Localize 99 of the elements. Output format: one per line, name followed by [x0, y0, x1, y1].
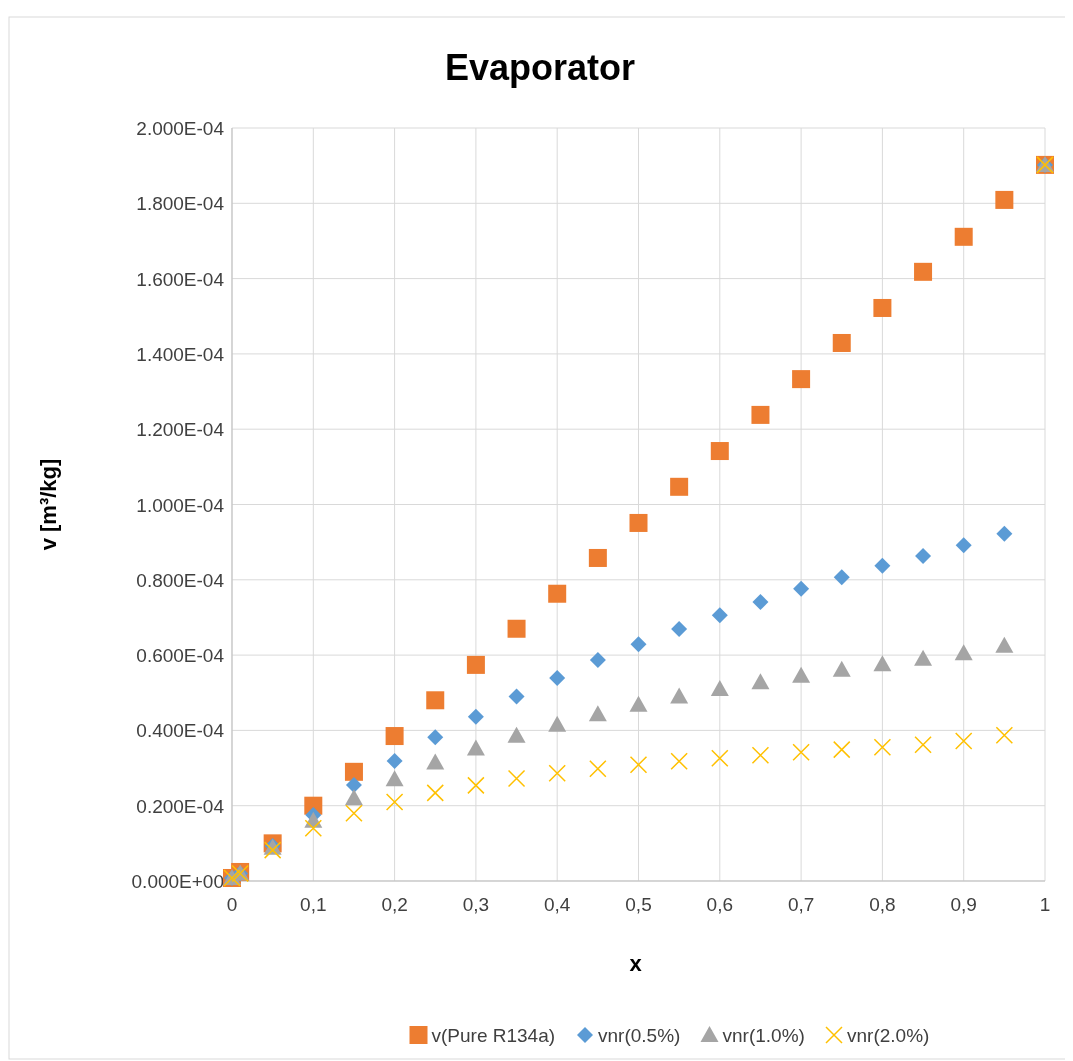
point [711, 749, 729, 768]
x-tick-label: 0,6 [706, 894, 734, 915]
point [589, 651, 606, 668]
point [263, 841, 282, 859]
y-tick-label: 1.200E-04 [136, 419, 225, 441]
point [385, 793, 404, 811]
point [549, 670, 566, 687]
point [954, 227, 973, 246]
point [793, 580, 810, 597]
point [955, 537, 972, 554]
point [873, 655, 892, 672]
point [914, 649, 933, 666]
point [629, 755, 648, 774]
point [344, 762, 363, 781]
x-tick-label: 0,4 [543, 894, 571, 915]
point [792, 370, 811, 389]
legend-label: v(Pure R134a) [431, 1025, 556, 1046]
point [711, 607, 728, 624]
x-tick-label: 0,3 [462, 894, 490, 915]
point [588, 705, 607, 722]
point [426, 784, 444, 802]
point [995, 726, 1014, 745]
point [385, 770, 404, 787]
x-tick-label: 0,1 [300, 894, 327, 915]
point [629, 695, 648, 712]
legend-label: vnr(2.0%) [847, 1025, 930, 1046]
point [671, 621, 688, 638]
legend-label: vnr(1.0%) [722, 1025, 805, 1046]
point [954, 644, 973, 661]
point [995, 636, 1014, 653]
point [386, 752, 403, 769]
point [792, 743, 810, 761]
point [996, 525, 1013, 542]
point [507, 769, 526, 788]
point [548, 715, 567, 732]
point [507, 619, 526, 638]
point [710, 679, 729, 696]
y-tick-label: 1.800E-04 [136, 193, 225, 215]
y-tick-label: 1.400E-04 [136, 343, 225, 365]
point [426, 691, 445, 710]
point [670, 752, 688, 771]
point [548, 584, 567, 603]
y-tick-label: 1.600E-04 [136, 268, 225, 290]
point [630, 636, 647, 653]
y-tick-label: 0.800E-04 [136, 569, 225, 591]
point [710, 442, 729, 461]
point [588, 548, 607, 567]
point [345, 804, 363, 822]
x-tick-label: 0,5 [625, 894, 652, 915]
legend-label: vnr(0.5%) [598, 1025, 681, 1046]
point [629, 513, 648, 532]
point [466, 739, 485, 756]
point [670, 477, 689, 496]
point [752, 594, 769, 611]
point [589, 760, 607, 778]
x-tick-label: 0,2 [381, 894, 408, 915]
point [833, 569, 850, 586]
point [466, 655, 485, 674]
point [914, 735, 932, 754]
point [507, 726, 526, 743]
point [345, 776, 362, 793]
x-tick-label: 0,8 [869, 894, 896, 915]
y-tick-label: 0.000E+00 [131, 871, 224, 892]
point [467, 776, 485, 795]
point [751, 405, 770, 424]
y-tick-label: 0.600E-04 [136, 645, 225, 667]
point [427, 729, 444, 746]
x-tick-label: 0,7 [787, 894, 815, 915]
point [833, 740, 851, 759]
point [385, 727, 404, 746]
point [508, 688, 525, 705]
point [304, 819, 323, 838]
point [874, 557, 891, 574]
point [467, 708, 484, 725]
x-tick-label: 0,9 [950, 894, 977, 915]
point [832, 660, 851, 677]
point [792, 666, 811, 683]
point [832, 333, 851, 352]
point [873, 738, 892, 757]
point [914, 262, 933, 281]
chart-title: Evaporator [444, 47, 636, 88]
x-tick-label: 1 [1039, 894, 1051, 915]
point [915, 548, 932, 565]
point [954, 732, 973, 750]
x-axis-title: x [629, 951, 643, 976]
y-tick-label: 0.400E-04 [136, 720, 225, 742]
y-tick-label: 1.000E-04 [136, 494, 225, 516]
y-tick-label: 0.200E-04 [136, 795, 225, 817]
point [548, 764, 566, 783]
point [995, 190, 1014, 209]
point [873, 298, 892, 317]
y-axis-title: v [m³/kg] [36, 458, 61, 551]
point [751, 673, 770, 690]
point [426, 753, 445, 770]
point [751, 746, 770, 764]
x-tick-label: 0 [226, 894, 238, 915]
y-tick-label: 2.000E-04 [136, 118, 225, 139]
point [670, 687, 689, 704]
point [344, 789, 363, 806]
